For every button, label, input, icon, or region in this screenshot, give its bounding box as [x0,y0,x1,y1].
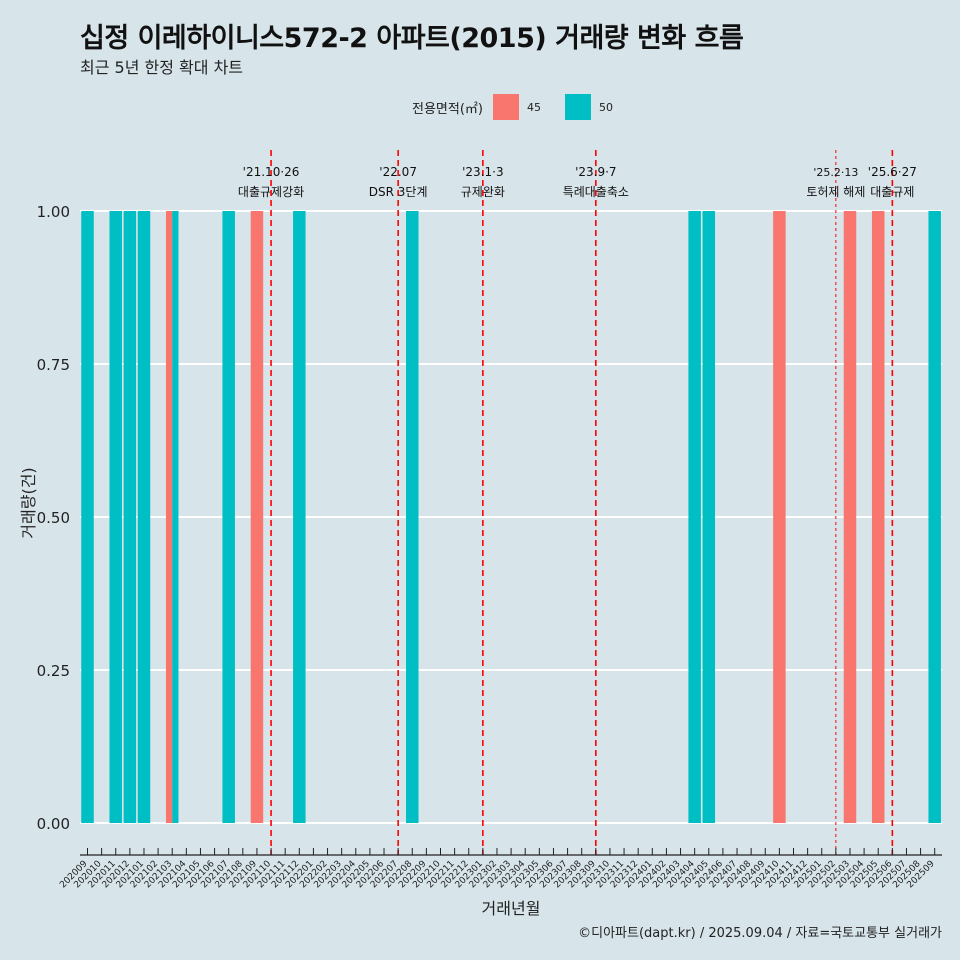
bar-202011-50 [109,211,122,823]
bar-202208-50 [406,211,419,823]
legend-key-45 [492,94,519,120]
event-label-202207: DSR 3단계 [369,185,428,199]
legend-key-50 [564,94,591,120]
bar-202009-50 [81,211,94,823]
bar-202505-45 [871,211,885,823]
bar-202107-50 [222,211,235,823]
event-label-202309: 특례대출축소 [563,185,629,199]
event-date-202110: '21.10·26 [243,165,300,179]
bar-202101-50 [137,211,151,823]
event-date-202506: '25.6·27 [868,165,917,179]
bar-202103-45 [165,211,173,823]
y-tick-label-4: 1.00 [37,203,70,221]
bar-202103-50 [172,211,179,823]
bar-202112-50 [293,211,306,823]
y-tick-label-2: 0.50 [37,509,70,527]
event-label-202301: 규제완화 [461,185,505,199]
x-axis-title: 거래년월 [482,899,541,918]
event-label-202110: 대출규제강화 [238,185,304,199]
y-tick-label-3: 0.75 [37,356,70,374]
bar-202503-45 [843,211,857,823]
event-date-202301: '23.1·3 [462,165,503,179]
chart-subtitle: 최근 5년 한정 확대 차트 [80,58,244,77]
legend-title: 전용면적(㎡) [412,101,483,117]
y-tick-label-1: 0.25 [37,662,70,680]
event-date-202207: '22.07 [379,165,417,179]
bar-202509-50 [928,211,941,823]
bar-202012-50 [123,211,137,823]
source-caption: ©디아파트(dapt.kr) / 2025.09.04 / 자료=국토교통부 실… [578,926,942,941]
bar-202404-50 [688,211,701,823]
bar-202109-45 [250,211,264,823]
event-label-202506: 대출규제 [870,185,914,199]
chart-title: 십정 이레하이니스572-2 아파트(2015) 거래량 변화 흐름 [80,23,744,54]
legend: 전용면적(㎡) 45 50 [412,93,637,121]
legend-label-45: 45 [526,100,541,114]
y-axis-title: 거래량(건) [19,467,38,538]
legend-label-50: 50 [598,100,613,114]
y-tick-label-0: 0.00 [37,815,70,833]
event-label-202502: 토허제 해제 [806,185,865,199]
event-date-202502: '25.2·13 [813,166,858,179]
event-date-202309: '23.9·7 [575,165,616,179]
bar-202405-50 [702,211,716,823]
bar-202410-45 [773,211,786,823]
